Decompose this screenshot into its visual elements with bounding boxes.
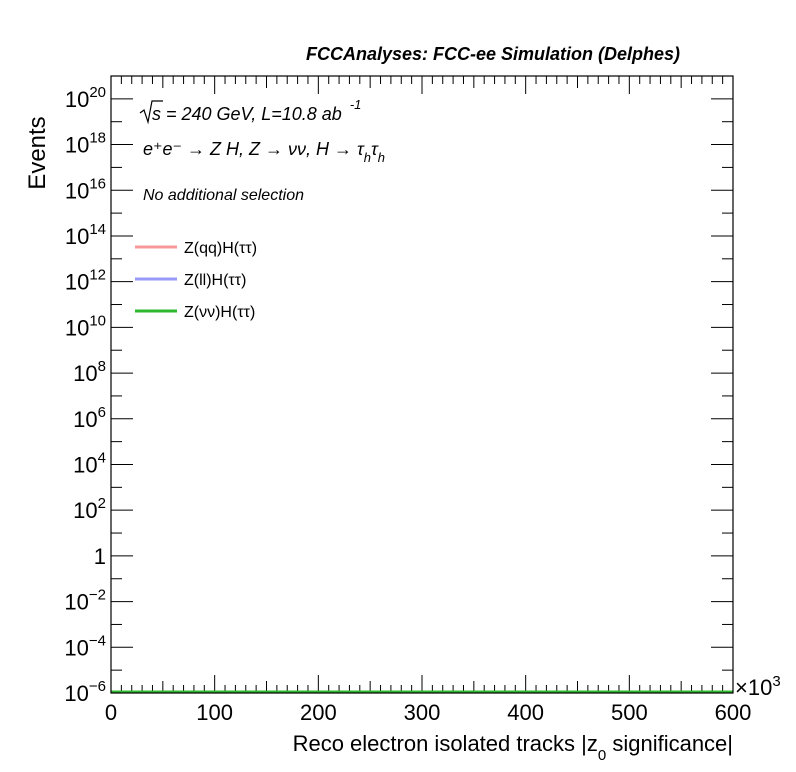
- y-tick-label-exp: 12: [89, 267, 106, 284]
- y-tick-label: 1018: [65, 130, 106, 158]
- y-tick-label-base: 10: [64, 681, 88, 706]
- y-tick-label: 1: [94, 544, 106, 569]
- legend-label: Z(νν)H(ττ): [184, 304, 255, 321]
- y-tick-label: 10−2: [64, 587, 106, 615]
- y-tick-label: 1012: [65, 267, 106, 295]
- y-tick-label: 10−6: [64, 678, 106, 706]
- x-tick-label: 200: [300, 700, 337, 725]
- y-tick-label: 1020: [65, 84, 106, 112]
- y-tick-label: 10−4: [64, 632, 106, 660]
- y-tick-labels: 102010181016101410121010108106104102110−…: [64, 84, 106, 706]
- y-tick-label-base: 10: [64, 635, 88, 660]
- y-tick-label: 1014: [65, 221, 106, 249]
- x-tick-label: 500: [611, 700, 648, 725]
- y-tick-label-base: 10: [73, 452, 97, 477]
- x-tick-label: 0: [105, 700, 117, 725]
- y-tick-label-exp: 8: [98, 358, 106, 375]
- y-tick-label-base: 10: [65, 270, 89, 295]
- y-tick-label-base: 10: [73, 361, 97, 386]
- x-tick-label: 100: [196, 700, 233, 725]
- x-multiplier-exp: 3: [772, 673, 780, 690]
- annotation-process-h2: h: [378, 150, 385, 165]
- y-tick-label-exp: 2: [98, 495, 106, 512]
- annotation-energy-s: s: [152, 104, 161, 124]
- y-tick-label-exp: 4: [98, 449, 106, 466]
- y-tick-label: 106: [73, 404, 106, 432]
- x-axis-label-sub: 0: [598, 747, 606, 764]
- annotation-process-h1: h: [364, 150, 371, 165]
- annotations: s = 240 GeV, L=10.8 ab -1 e⁺e⁻ → Z H, Z →…: [139, 97, 385, 204]
- y-tick-label-exp: −6: [89, 678, 106, 695]
- annotation-energy-exp: -1: [350, 97, 362, 112]
- y-tick-label-exp: −2: [89, 587, 106, 604]
- y-tick-label-base: 1: [94, 544, 106, 569]
- plot-frame: [110, 75, 734, 694]
- y-tick-label-exp: −4: [89, 632, 106, 649]
- annotation-selection: No additional selection: [143, 187, 304, 204]
- x-tick-label: 600: [715, 700, 752, 725]
- y-tick-label-exp: 20: [89, 84, 106, 101]
- y-tick-label: 1010: [65, 312, 106, 340]
- annotation-process-tau2: τ: [371, 139, 379, 159]
- annotation-energy-text: = 240 GeV, L=10.8 ab: [161, 104, 342, 124]
- x-multiplier-base: ×10: [735, 675, 772, 700]
- y-tick-label-base: 10: [65, 224, 89, 249]
- y-tick-label-base: 10: [64, 590, 88, 615]
- x-tick-labels: 0 100 200 300 400 500 600: [105, 700, 751, 725]
- legend-label: Z(qq)H(ττ): [184, 240, 257, 257]
- y-tick-label: 104: [73, 449, 106, 477]
- x-multiplier: ×103: [735, 673, 781, 700]
- y-tick-label-exp: 6: [98, 404, 106, 421]
- annotation-energy: s = 240 GeV, L=10.8 ab -1: [152, 97, 361, 124]
- y-tick-label-base: 10: [65, 315, 89, 340]
- y-tick-label-base: 10: [73, 498, 97, 523]
- y-tick-label: 102: [73, 495, 106, 523]
- x-axis-label-main: Reco electron isolated tracks |z: [293, 731, 598, 756]
- annotation-process-text: e⁺e⁻ → Z H, Z → νν, H → τ: [143, 139, 365, 159]
- y-axis-label: Events: [24, 116, 51, 189]
- y-tick-label: 1016: [65, 175, 106, 203]
- annotation-process: e⁺e⁻ → Z H, Z → νν, H → τhτh: [143, 139, 385, 165]
- legend-label: Z(ll)H(ττ): [184, 272, 246, 289]
- y-tick-label: 108: [73, 358, 106, 386]
- sqrt-sign: [139, 100, 163, 125]
- y-tick-label-base: 10: [65, 87, 89, 112]
- x-axis-label-tail: significance|: [606, 731, 733, 756]
- y-tick-label-exp: 10: [89, 312, 106, 329]
- y-tick-label-exp: 18: [89, 130, 106, 147]
- x-tick-label: 300: [404, 700, 441, 725]
- x-tick-label: 400: [507, 700, 544, 725]
- y-tick-label-base: 10: [65, 178, 89, 203]
- chart-header: FCCAnalyses: FCC-ee Simulation (Delphes): [306, 44, 680, 64]
- y-tick-label-exp: 14: [89, 221, 106, 238]
- legend: Z(qq)H(ττ) Z(ll)H(ττ) Z(νν)H(ττ): [135, 240, 257, 321]
- y-tick-label-exp: 16: [89, 175, 106, 192]
- y-tick-label-base: 10: [73, 407, 97, 432]
- y-tick-label-base: 10: [65, 133, 89, 158]
- x-axis-label: Reco electron isolated tracks |z0 signif…: [293, 731, 733, 764]
